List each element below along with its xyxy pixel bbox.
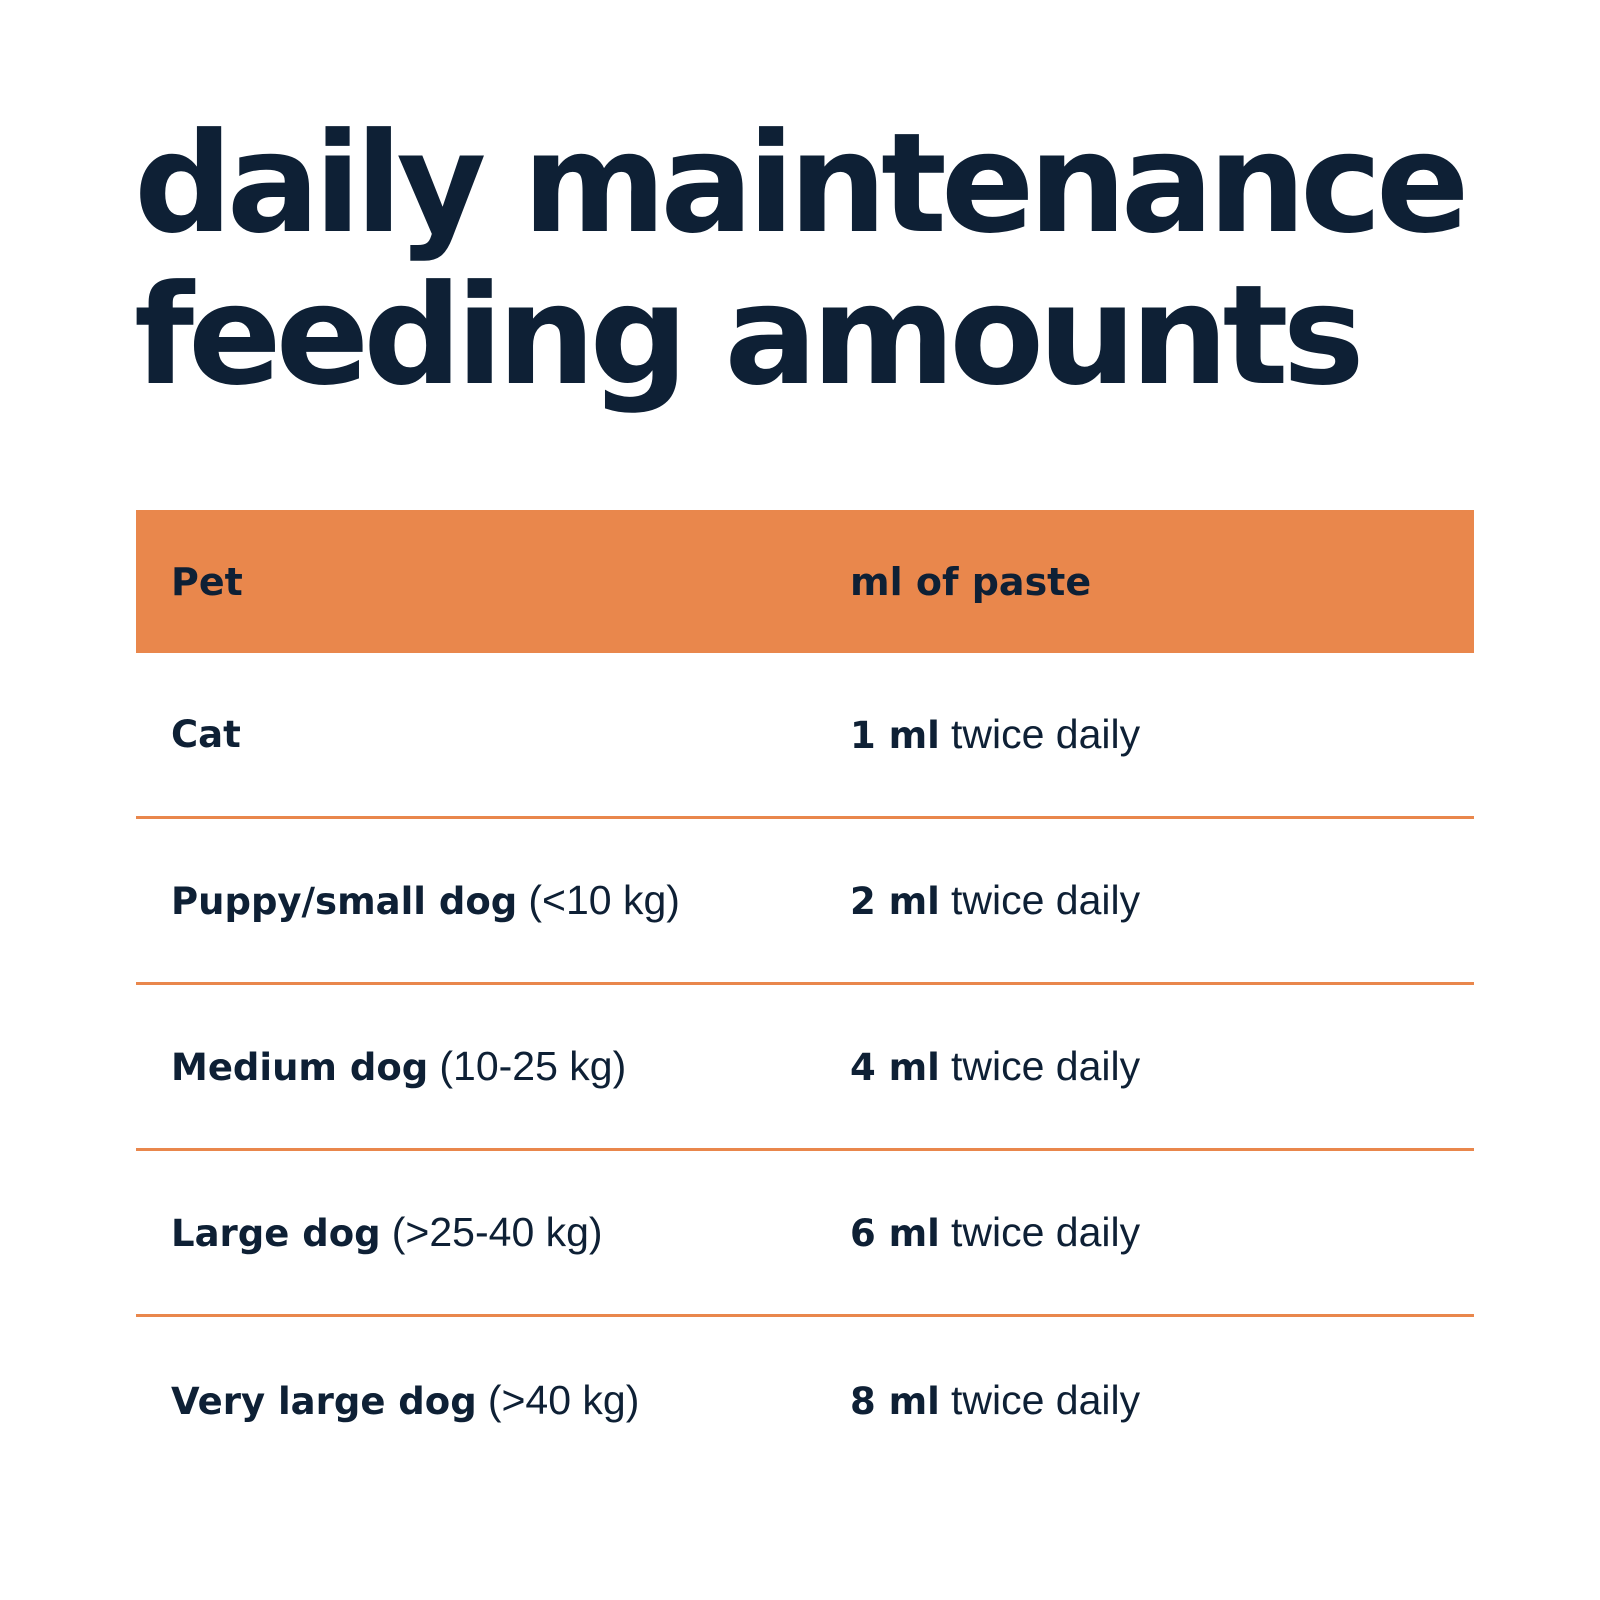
- amount-frequency: twice daily: [951, 877, 1141, 923]
- pet-cell: Large dog (>25-40 kg): [136, 1209, 850, 1256]
- amount-frequency: twice daily: [951, 711, 1141, 757]
- amount-frequency: twice daily: [951, 1043, 1141, 1089]
- table-row: Puppy/small dog (<10 kg) 2 ml twice dail…: [136, 819, 1474, 985]
- amount-cell: 1 ml twice daily: [850, 711, 1474, 758]
- table-row: Cat 1 ml twice daily: [136, 653, 1474, 819]
- amount-value: 4 ml: [850, 1046, 940, 1089]
- pet-name: Medium dog: [171, 1046, 429, 1089]
- title-line-2: feeding amounts: [134, 255, 1365, 416]
- table-row: Medium dog (10-25 kg) 4 ml twice daily: [136, 985, 1474, 1151]
- amount-value: 6 ml: [850, 1212, 940, 1255]
- pet-cell: Very large dog (>40 kg): [136, 1377, 850, 1424]
- amount-value: 2 ml: [850, 880, 940, 923]
- pet-weight: (<10 kg): [528, 877, 680, 923]
- amount-value: 8 ml: [850, 1379, 940, 1423]
- pet-weight: (10-25 kg): [439, 1043, 627, 1089]
- amount-value: 1 ml: [850, 714, 940, 757]
- pet-weight: (>40 kg): [487, 1376, 640, 1423]
- table-header: Pet ml of paste: [136, 510, 1474, 653]
- pet-name: Cat: [171, 713, 241, 756]
- header-amount: ml of paste: [850, 559, 1092, 604]
- title-line-1: daily maintenance: [134, 103, 1470, 264]
- pet-name: Very large dog: [171, 1379, 477, 1423]
- pet-weight: (>25-40 kg): [391, 1209, 603, 1255]
- amount-cell: 8 ml twice daily: [850, 1377, 1474, 1424]
- amount-cell: 4 ml twice daily: [850, 1043, 1474, 1090]
- amount-frequency: twice daily: [951, 1376, 1141, 1423]
- table-row: Large dog (>25-40 kg) 6 ml twice daily: [136, 1151, 1474, 1317]
- feeding-table: Pet ml of paste Cat 1 ml twice daily Pup…: [136, 510, 1474, 1483]
- amount-frequency: twice daily: [951, 1209, 1141, 1255]
- pet-cell: Puppy/small dog (<10 kg): [136, 877, 850, 924]
- pet-cell: Cat: [136, 712, 850, 757]
- amount-cell: 6 ml twice daily: [850, 1209, 1474, 1256]
- header-pet: Pet: [171, 559, 243, 604]
- table-row: Very large dog (>40 kg) 8 ml twice daily: [136, 1317, 1474, 1483]
- amount-cell: 2 ml twice daily: [850, 877, 1474, 924]
- pet-name: Large dog: [171, 1212, 381, 1255]
- pet-cell: Medium dog (10-25 kg): [136, 1043, 850, 1090]
- page-title: daily maintenance feeding amounts: [134, 108, 1574, 412]
- pet-name: Puppy/small dog: [171, 880, 518, 923]
